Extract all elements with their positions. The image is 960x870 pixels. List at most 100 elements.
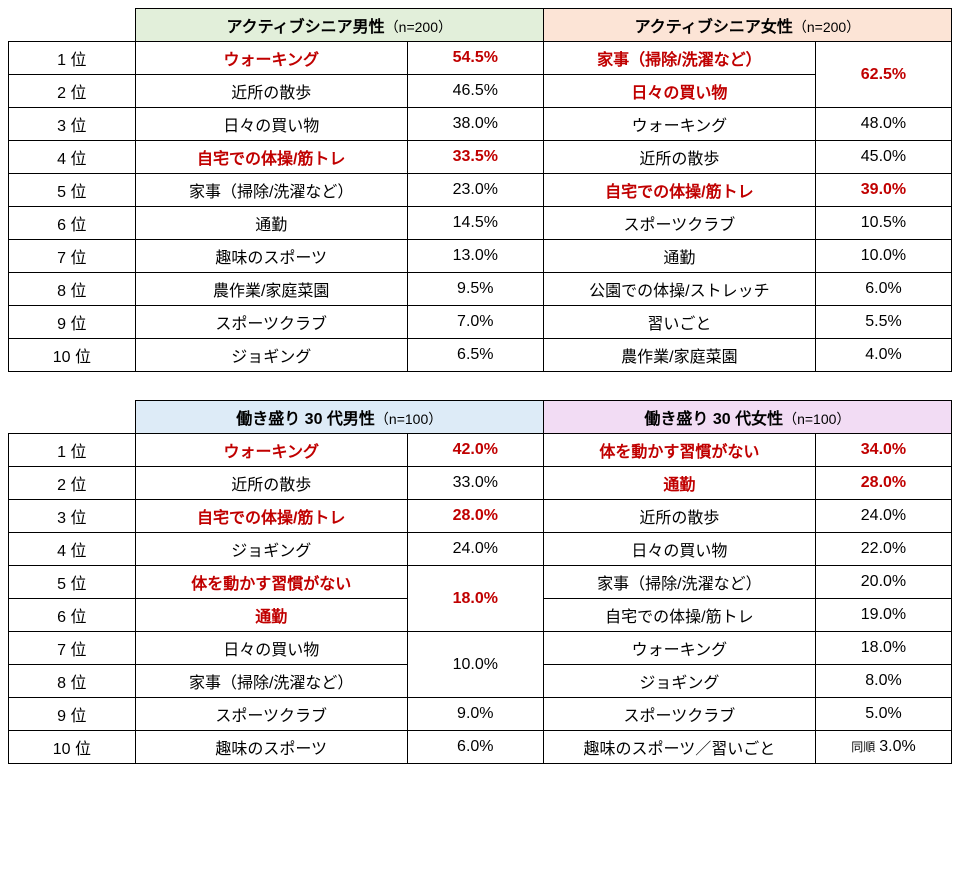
header-30s-male: 働き盛り 30 代男性（n=100）: [135, 401, 543, 434]
activity-cell: 日々の買い物: [543, 533, 815, 566]
rank-cell: 10 位: [9, 731, 136, 764]
activity-cell: 家事（掃除/洗濯など）: [543, 566, 815, 599]
rank-cell: 8 位: [9, 665, 136, 698]
activity-cell: 自宅での体操/筋トレ: [543, 174, 815, 207]
activity-cell: 習いごと: [543, 306, 815, 339]
blank-corner: [9, 9, 136, 42]
rank-cell: 6 位: [9, 207, 136, 240]
activity-cell: 体を動かす習慣がない: [135, 566, 407, 599]
rank-cell: 1 位: [9, 42, 136, 75]
percent-cell: 28.0%: [815, 467, 951, 500]
percent-cell: 23.0%: [407, 174, 543, 207]
activity-cell: 趣味のスポーツ: [135, 240, 407, 273]
percent-cell: 6.0%: [815, 273, 951, 306]
activity-cell: ウォーキング: [543, 108, 815, 141]
percent-cell: 48.0%: [815, 108, 951, 141]
activity-cell: スポーツクラブ: [543, 698, 815, 731]
percent-cell: 4.0%: [815, 339, 951, 372]
rank-cell: 5 位: [9, 566, 136, 599]
percent-cell-merged: 62.5%: [815, 42, 951, 108]
percent-cell: 13.0%: [407, 240, 543, 273]
activity-cell: ジョギング: [135, 339, 407, 372]
activity-cell: 近所の散歩: [543, 141, 815, 174]
activity-cell: 家事（掃除/洗濯など）: [135, 174, 407, 207]
percent-value: 3.0%: [879, 738, 915, 755]
rank-cell: 10 位: [9, 339, 136, 372]
rank-cell: 8 位: [9, 273, 136, 306]
activity-cell: 農作業/家庭菜園: [135, 273, 407, 306]
activity-cell: 家事（掃除/洗濯など）: [135, 665, 407, 698]
percent-cell: 18.0%: [815, 632, 951, 665]
rank-cell: 2 位: [9, 467, 136, 500]
percent-cell: 6.5%: [407, 339, 543, 372]
percent-cell: 45.0%: [815, 141, 951, 174]
activity-cell: 近所の散歩: [543, 500, 815, 533]
percent-cell: 8.0%: [815, 665, 951, 698]
activity-cell: スポーツクラブ: [135, 698, 407, 731]
activity-cell: 近所の散歩: [135, 75, 407, 108]
activity-cell: 農作業/家庭菜園: [543, 339, 815, 372]
rank-cell: 1 位: [9, 434, 136, 467]
percent-cell: 22.0%: [815, 533, 951, 566]
activity-cell: ウォーキング: [135, 434, 407, 467]
percent-cell: 24.0%: [407, 533, 543, 566]
activity-cell: 通勤: [543, 467, 815, 500]
header-senior-female: アクティブシニア女性（n=200）: [543, 9, 951, 42]
percent-cell: 34.0%: [815, 434, 951, 467]
activity-cell: ウォーキング: [543, 632, 815, 665]
blank-corner: [9, 401, 136, 434]
percent-cell: 7.0%: [407, 306, 543, 339]
percent-cell: 33.5%: [407, 141, 543, 174]
activity-cell: 趣味のスポーツ: [135, 731, 407, 764]
percent-cell: 6.0%: [407, 731, 543, 764]
percent-cell: 5.5%: [815, 306, 951, 339]
thirties-table: 働き盛り 30 代男性（n=100） 働き盛り 30 代女性（n=100） 1 …: [8, 400, 952, 764]
header-30s-female: 働き盛り 30 代女性（n=100）: [543, 401, 951, 434]
rank-cell: 9 位: [9, 698, 136, 731]
activity-cell: 日々の買い物: [135, 632, 407, 665]
percent-cell: 39.0%: [815, 174, 951, 207]
percent-cell-with-note: 同順 3.0%: [815, 731, 951, 764]
activity-cell: 自宅での体操/筋トレ: [135, 500, 407, 533]
activity-cell: 自宅での体操/筋トレ: [543, 599, 815, 632]
activity-cell: 家事（掃除/洗濯など）: [543, 42, 815, 75]
header-senior-male: アクティブシニア男性（n=200）: [135, 9, 543, 42]
percent-cell: 42.0%: [407, 434, 543, 467]
activity-cell: 体を動かす習慣がない: [543, 434, 815, 467]
activity-cell: 通勤: [135, 207, 407, 240]
percent-cell: 28.0%: [407, 500, 543, 533]
rank-cell: 4 位: [9, 141, 136, 174]
percent-cell: 24.0%: [815, 500, 951, 533]
percent-cell: 19.0%: [815, 599, 951, 632]
rank-cell: 7 位: [9, 632, 136, 665]
percent-cell: 5.0%: [815, 698, 951, 731]
rank-cell: 9 位: [9, 306, 136, 339]
rank-cell: 4 位: [9, 533, 136, 566]
percent-cell: 9.5%: [407, 273, 543, 306]
activity-cell: ジョギング: [135, 533, 407, 566]
rank-cell: 7 位: [9, 240, 136, 273]
rank-cell: 2 位: [9, 75, 136, 108]
rank-cell: 3 位: [9, 108, 136, 141]
activity-cell: ジョギング: [543, 665, 815, 698]
activity-cell: 日々の買い物: [543, 75, 815, 108]
rank-cell: 3 位: [9, 500, 136, 533]
same-rank-note: 同順: [851, 740, 875, 754]
percent-cell: 54.5%: [407, 42, 543, 75]
percent-cell: 20.0%: [815, 566, 951, 599]
rank-cell: 6 位: [9, 599, 136, 632]
percent-cell: 14.5%: [407, 207, 543, 240]
rank-cell: 5 位: [9, 174, 136, 207]
percent-cell: 46.5%: [407, 75, 543, 108]
percent-cell: 9.0%: [407, 698, 543, 731]
activity-cell: ウォーキング: [135, 42, 407, 75]
percent-cell-merged: 10.0%: [407, 632, 543, 698]
activity-cell: 日々の買い物: [135, 108, 407, 141]
percent-cell: 10.5%: [815, 207, 951, 240]
senior-table: アクティブシニア男性（n=200） アクティブシニア女性（n=200） 1 位 …: [8, 8, 952, 372]
activity-cell: スポーツクラブ: [543, 207, 815, 240]
percent-cell: 33.0%: [407, 467, 543, 500]
activity-cell: 近所の散歩: [135, 467, 407, 500]
activity-cell: スポーツクラブ: [135, 306, 407, 339]
percent-cell-merged: 18.0%: [407, 566, 543, 632]
